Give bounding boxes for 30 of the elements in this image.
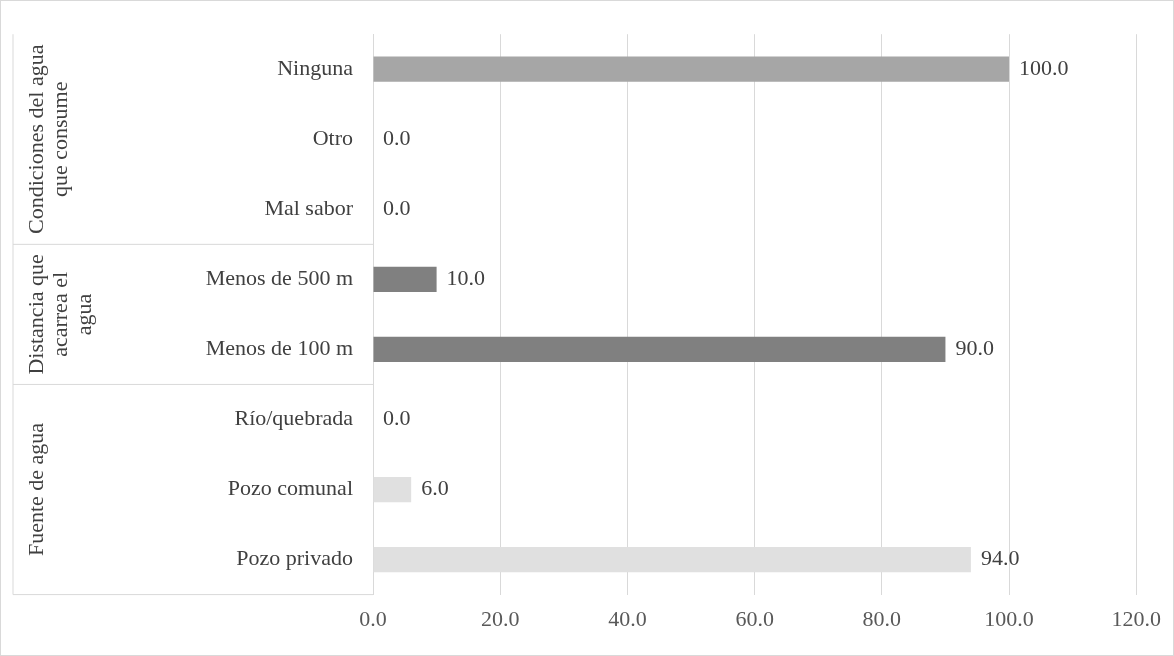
text: Distancia que acarrea el agua [22,254,96,375]
y-tick-label: Pozo privado [236,545,353,571]
y-tick-label: Ninguna [277,55,354,81]
x-tick-label: 40.0 [608,605,647,631]
data-label: 100.0 [1019,55,1069,81]
x-tick-label: 60.0 [735,605,774,631]
x-tick-label: 120.0 [1111,605,1161,631]
data-label: 94.0 [980,545,1020,571]
data-label: 6.0 [421,475,449,501]
data-label: 90.0 [955,335,994,361]
bar [373,336,946,363]
x-tick-label: 100.0 [984,605,1034,631]
x-tick-label: 80.0 [862,605,902,631]
y-tick-label: Otro [312,125,353,151]
data-label: 0.0 [383,195,411,221]
source-note: Fuente de agua [22,422,48,557]
x-tick-label: 20.0 [480,605,520,631]
bar [373,476,412,503]
data-label: 10.0 [446,265,486,291]
y-tick-label: Pozo comunal [227,475,353,501]
y-tick-label: Río/quebrada [234,405,354,431]
x-tick-label: 0.0 [359,605,387,631]
text: Condiciones del agua que consume [22,44,72,234]
data-label: 0.0 [383,405,411,431]
bar [373,266,437,292]
y-tick-label: Menos de 500 m [205,265,353,291]
data-label: 0.0 [383,125,411,151]
y-tick-label: Menos de 100 m [205,335,353,361]
y-tick-label: Mal sabor [264,195,354,221]
bar [373,56,1010,82]
